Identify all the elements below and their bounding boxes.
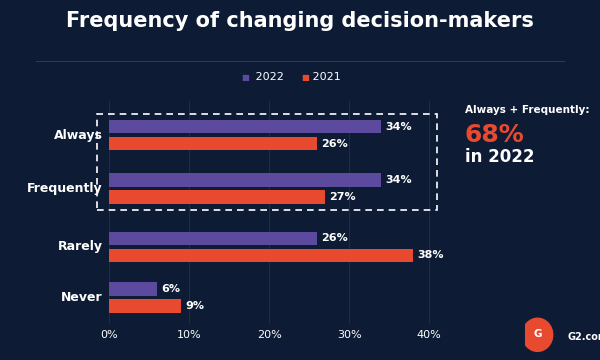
Text: 38%: 38% <box>417 251 443 260</box>
Bar <box>109 249 413 262</box>
Text: in 2022: in 2022 <box>465 148 535 166</box>
Text: 2022: 2022 <box>252 72 284 82</box>
Bar <box>109 299 181 312</box>
Text: Rarely: Rarely <box>58 240 103 253</box>
Bar <box>109 282 157 296</box>
Text: 9%: 9% <box>185 301 204 311</box>
Text: 26%: 26% <box>321 233 348 243</box>
Text: ■: ■ <box>241 73 249 82</box>
Bar <box>109 120 381 134</box>
Text: 34%: 34% <box>385 175 412 185</box>
Bar <box>109 137 317 150</box>
Text: ■: ■ <box>301 73 309 82</box>
Text: Frequency of changing decision-makers: Frequency of changing decision-makers <box>66 11 534 31</box>
Text: Frequently: Frequently <box>27 182 103 195</box>
Text: 2021: 2021 <box>309 72 341 82</box>
Text: G2.com: G2.com <box>567 332 600 342</box>
Bar <box>109 232 317 245</box>
Bar <box>109 174 381 186</box>
Bar <box>109 190 325 204</box>
Text: 27%: 27% <box>329 192 356 202</box>
Text: G: G <box>533 329 542 339</box>
Circle shape <box>523 318 553 351</box>
Text: Always: Always <box>54 129 103 142</box>
Text: 6%: 6% <box>161 284 180 294</box>
Text: 68%: 68% <box>465 123 525 147</box>
Text: Always + Frequently:: Always + Frequently: <box>465 105 589 115</box>
Text: 34%: 34% <box>385 122 412 132</box>
Text: Never: Never <box>61 291 103 304</box>
Text: 26%: 26% <box>321 139 348 149</box>
